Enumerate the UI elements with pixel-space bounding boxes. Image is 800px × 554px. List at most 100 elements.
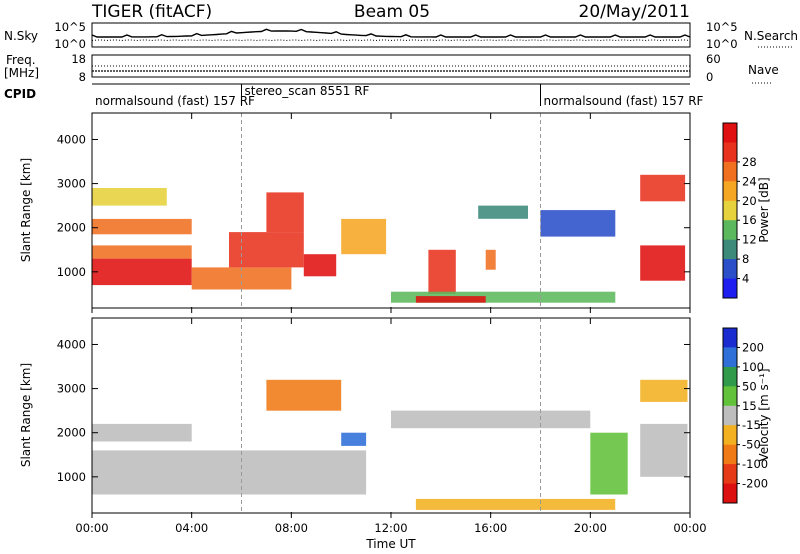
velocity-ylabel: Slant Range [km] bbox=[19, 363, 33, 467]
velocity-panel bbox=[91, 317, 691, 514]
x-tick-label: 16:00 bbox=[474, 521, 507, 535]
data-region bbox=[92, 258, 192, 286]
instrument-title: TIGER (fitACF) bbox=[91, 2, 212, 22]
colorbar-tick-label: 16 bbox=[742, 213, 757, 227]
cpid-segment-label: normalsound (fast) 157 RF bbox=[544, 94, 704, 108]
velocity-yticks: 1000 2000 3000 4000 bbox=[57, 337, 690, 484]
noise-panel-frame bbox=[91, 22, 691, 48]
nsearch-label: N.Search bbox=[744, 29, 798, 43]
colorbar-tick-label: 20 bbox=[742, 194, 757, 208]
velocity-colorbar-label: Velocity [m s⁻¹] bbox=[757, 368, 771, 461]
power-ylabel: Slant Range [km] bbox=[19, 158, 33, 262]
freq-right-tick-bottom: 0 bbox=[706, 70, 713, 84]
y-tick-label: 1000 bbox=[57, 470, 86, 484]
colorbar-swatch bbox=[723, 386, 737, 407]
colorbar-tick-label: 100 bbox=[742, 360, 764, 374]
y-tick-label: 4000 bbox=[57, 337, 86, 351]
cpid-segment-label: normalsound (fast) 157 RF bbox=[95, 94, 255, 108]
freq-panel-frame bbox=[91, 54, 691, 78]
nave-label: Nave bbox=[748, 63, 779, 77]
colorbar-swatch bbox=[723, 123, 737, 143]
colorbar-tick-label: 24 bbox=[742, 174, 757, 188]
colorbar-swatch bbox=[723, 366, 737, 387]
colorbar-tick-label: -200 bbox=[742, 477, 768, 491]
velocity-colorbar: 200 100 50 15 -15 -50 -100 -200 bbox=[722, 327, 768, 504]
data-region bbox=[92, 423, 192, 442]
data-region bbox=[92, 450, 367, 495]
x-axis-ticks: 00:00 04:00 08:00 12:00 16:00 20:00 00:00 bbox=[75, 113, 707, 535]
x-tick-label: 00:00 bbox=[75, 521, 108, 535]
data-region bbox=[415, 296, 486, 303]
colorbar-swatch bbox=[723, 328, 737, 348]
colorbar-swatch bbox=[723, 142, 737, 163]
noise-right-tick-top: 10^5 bbox=[706, 20, 738, 34]
colorbar-swatch bbox=[723, 220, 737, 241]
date-title: 20/May/2011 bbox=[579, 2, 691, 22]
data-region bbox=[92, 245, 192, 259]
colorbar-tick-label: 12 bbox=[742, 233, 757, 247]
x-tick-label: 08:00 bbox=[275, 521, 308, 535]
nsearch-trace bbox=[91, 39, 691, 42]
colorbar-tick-label: 8 bbox=[742, 252, 749, 266]
data-region bbox=[485, 249, 496, 270]
data-region bbox=[640, 245, 686, 281]
data-region bbox=[229, 232, 304, 268]
colorbar-swatch bbox=[723, 483, 737, 504]
cpid-segment-label: stereo_scan 8551 RF bbox=[245, 84, 370, 98]
nsky-trace bbox=[91, 28, 691, 38]
colorbar-frame bbox=[722, 327, 738, 504]
freq-label: Freq. bbox=[6, 53, 36, 67]
y-tick-label: 4000 bbox=[57, 132, 86, 146]
data-region bbox=[341, 218, 387, 255]
colorbar-swatch bbox=[723, 425, 737, 446]
power-panel bbox=[91, 112, 691, 309]
x-tick-label: 20:00 bbox=[574, 521, 607, 535]
data-region bbox=[92, 188, 167, 206]
data-region bbox=[391, 410, 591, 429]
colorbar-swatch bbox=[723, 181, 737, 202]
noise-left-tick-top: 10^5 bbox=[54, 20, 86, 34]
x-tick-label: 00:00 bbox=[673, 521, 706, 535]
data-region bbox=[640, 379, 688, 402]
beam-title: Beam 05 bbox=[354, 2, 430, 22]
colorbar-swatch bbox=[723, 405, 737, 426]
colorbar-tick-label: 50 bbox=[742, 379, 757, 393]
data-region bbox=[391, 291, 616, 303]
freq-traces bbox=[92, 65, 690, 72]
data-region bbox=[590, 432, 628, 495]
data-region bbox=[540, 210, 616, 237]
power-colorbar-label: Power [dB] bbox=[757, 177, 771, 242]
colorbar-swatch bbox=[723, 200, 737, 221]
colorbar-swatch bbox=[723, 444, 737, 465]
colorbar-swatch bbox=[723, 347, 737, 368]
data-region bbox=[640, 423, 688, 477]
freq-left-tick-top: 18 bbox=[71, 52, 86, 66]
colorbar-swatch bbox=[723, 239, 737, 260]
data-region bbox=[266, 192, 304, 233]
colorbar-swatch bbox=[723, 278, 737, 299]
data-region bbox=[415, 498, 616, 510]
noise-traces bbox=[91, 28, 691, 42]
colorbar-frame bbox=[722, 122, 738, 299]
data-region bbox=[191, 267, 292, 290]
data-region bbox=[428, 249, 456, 294]
colorbar-swatch bbox=[723, 161, 737, 182]
power-yticks: 1000 2000 3000 4000 bbox=[57, 132, 690, 279]
power-cells bbox=[92, 113, 686, 308]
data-region bbox=[266, 379, 342, 411]
noise-right-tick-bottom: 10^0 bbox=[706, 37, 738, 51]
data-region bbox=[92, 218, 192, 235]
colorbar-swatch bbox=[723, 464, 737, 484]
freq-unit-label: [MHz] bbox=[4, 66, 39, 80]
colorbar-tick-label: 28 bbox=[742, 155, 757, 169]
colorbar-tick-label: 15 bbox=[742, 399, 757, 413]
y-tick-label: 2000 bbox=[57, 221, 86, 235]
freq-left-tick-bottom: 8 bbox=[79, 70, 86, 84]
colorbar-tick-label: 200 bbox=[742, 340, 764, 354]
y-tick-label: 3000 bbox=[57, 382, 86, 396]
y-tick-label: 2000 bbox=[57, 426, 86, 440]
colorbar-tick-label: -50 bbox=[742, 438, 761, 452]
x-axis-label: Time UT bbox=[365, 537, 416, 551]
